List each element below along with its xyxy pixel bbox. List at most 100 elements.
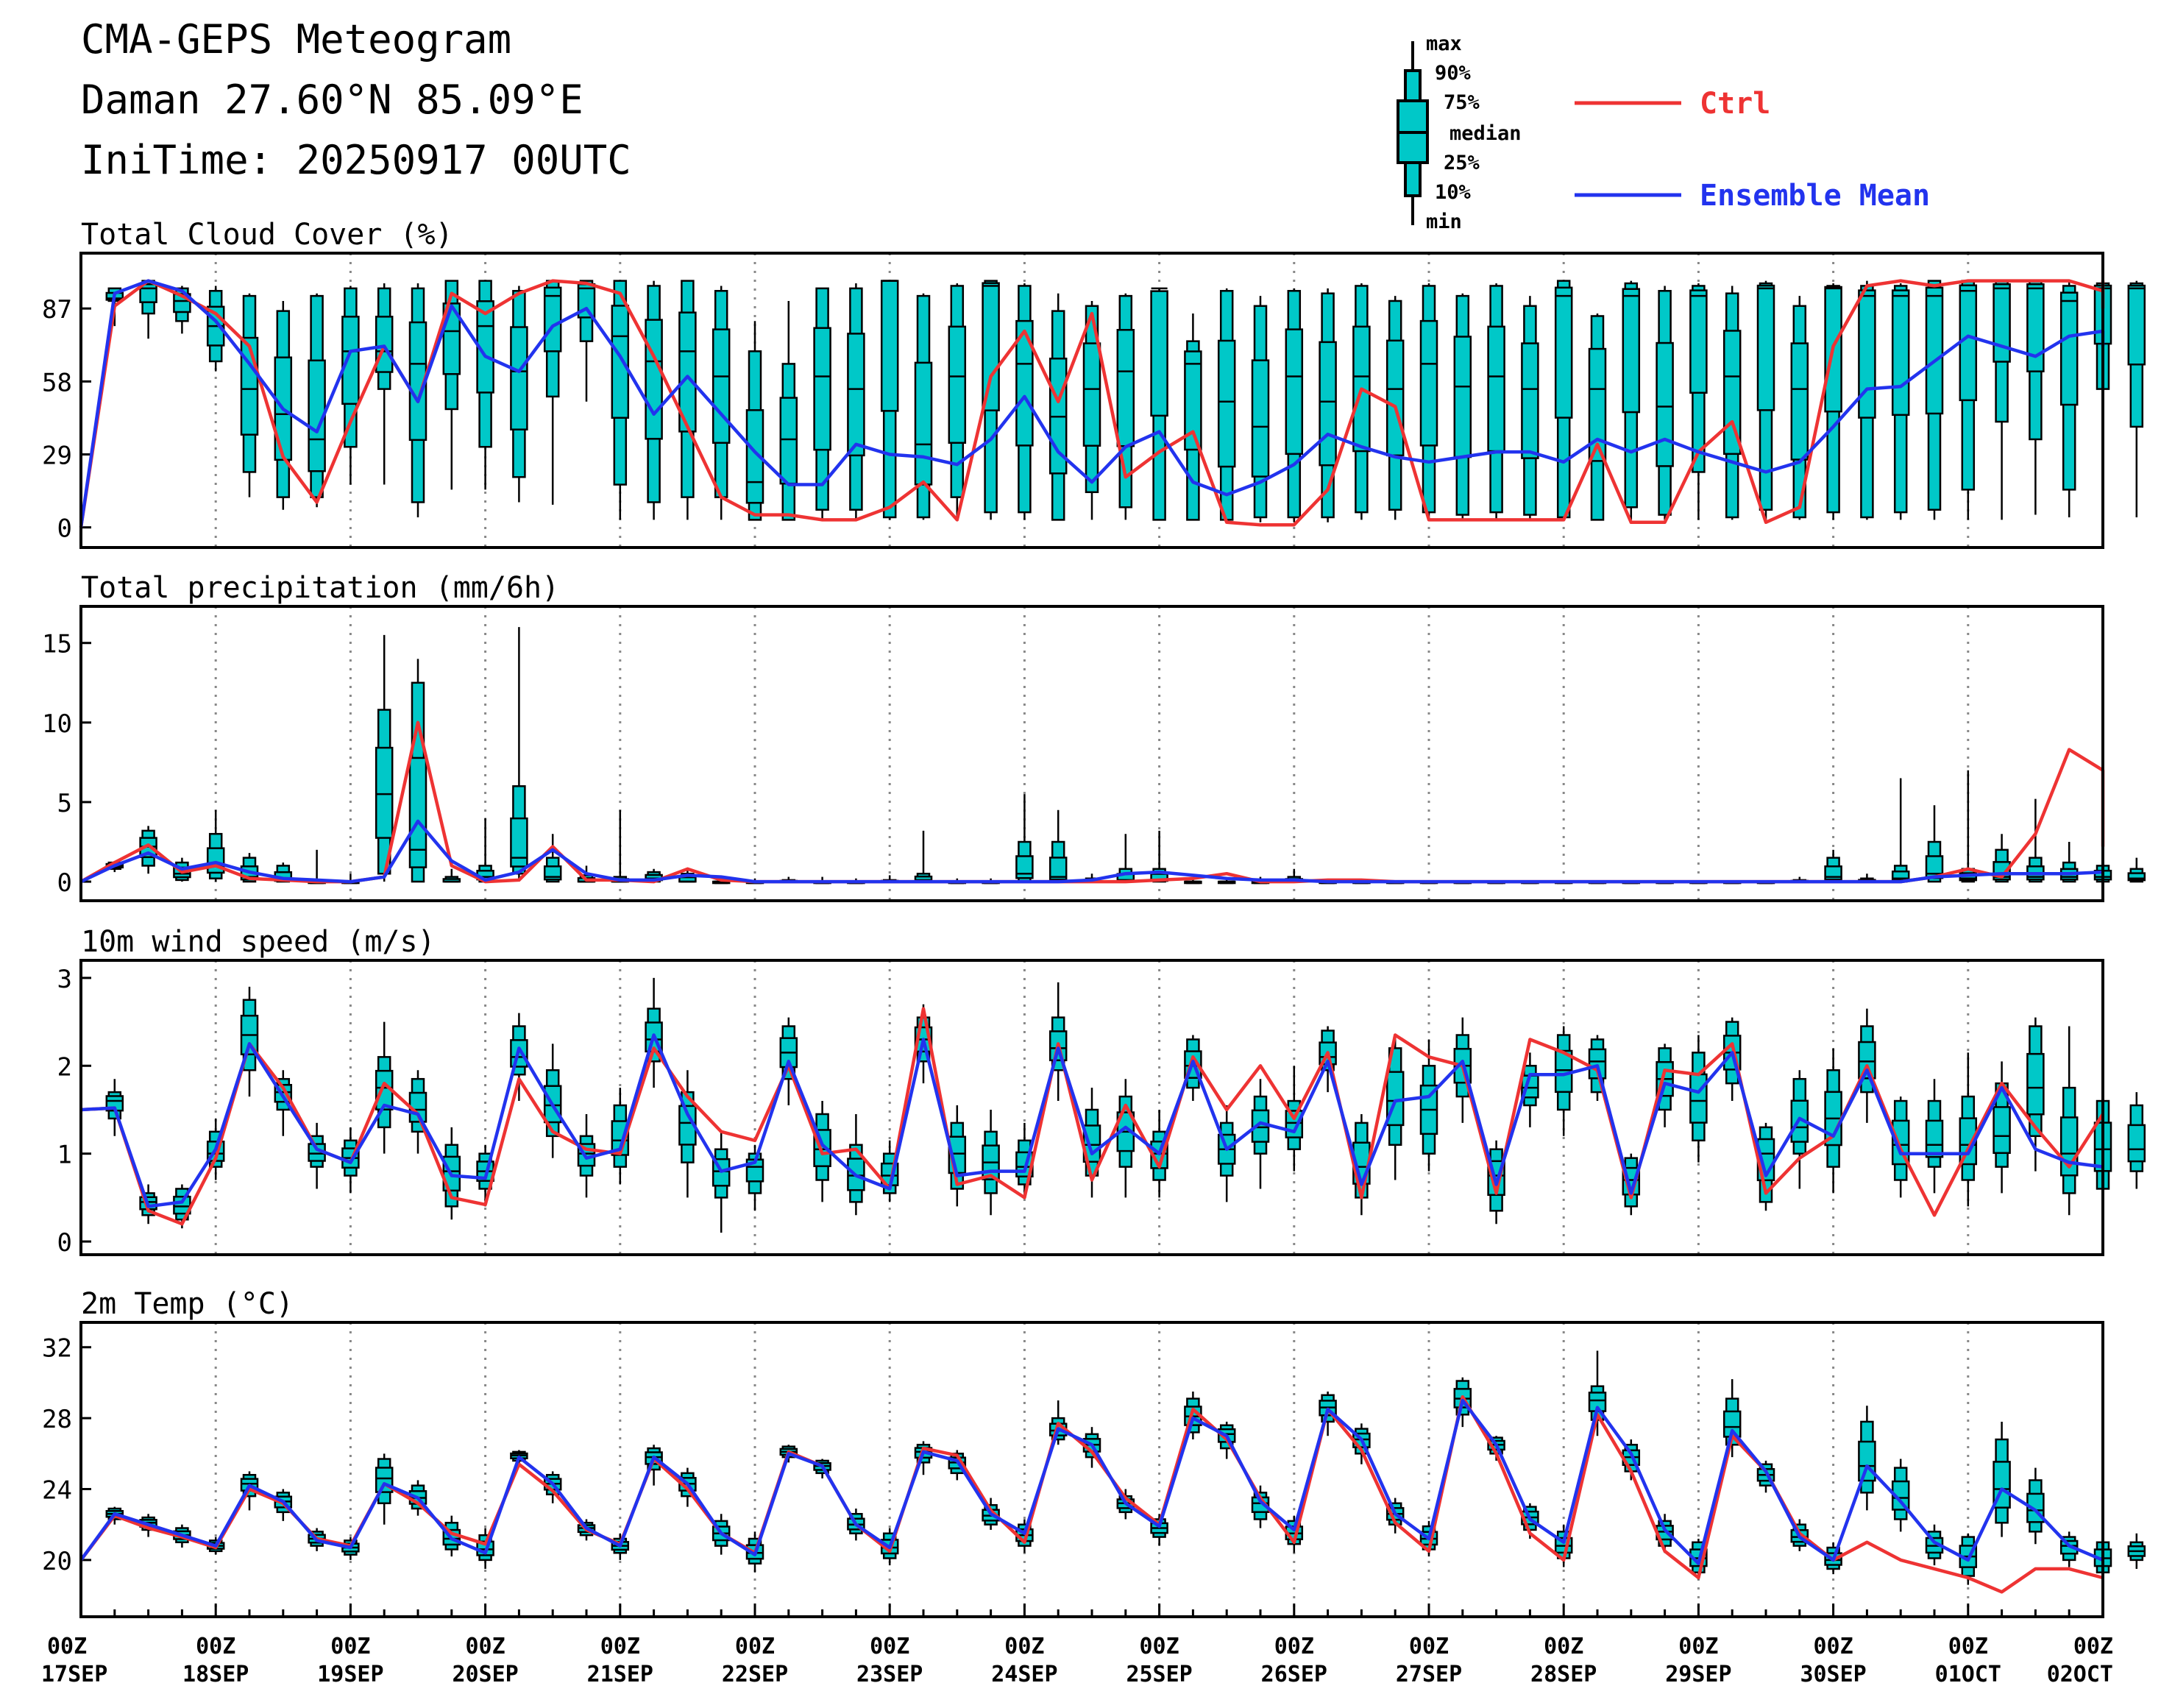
box-inner bbox=[645, 319, 663, 440]
box-glyph bbox=[1419, 283, 1438, 520]
box-inner bbox=[543, 286, 562, 352]
box-inner bbox=[1082, 342, 1101, 447]
box-inner bbox=[1959, 284, 1978, 402]
box-glyph bbox=[173, 286, 191, 334]
box-glyph bbox=[847, 283, 865, 520]
y-tick-label: 58 bbox=[42, 368, 72, 397]
x-date-label: 01OCT bbox=[1935, 1662, 2001, 1687]
box-glyph bbox=[476, 818, 494, 883]
box-glyph bbox=[1891, 1459, 1910, 1532]
box-glyph bbox=[1319, 288, 1337, 522]
box-glyph bbox=[1959, 280, 1978, 520]
legend-label-p10: 10% bbox=[1435, 181, 1472, 204]
x-date-label: 18SEP bbox=[182, 1662, 249, 1687]
box-glyph bbox=[914, 293, 933, 520]
box-glyph bbox=[408, 283, 427, 517]
box-glyph bbox=[745, 321, 764, 521]
panel-title: 10m wind speed (m/s) bbox=[81, 925, 436, 959]
x-date-label: 27SEP bbox=[1396, 1662, 1462, 1687]
box-glyph bbox=[678, 280, 697, 520]
box-glyph bbox=[308, 849, 326, 885]
box-glyph bbox=[2127, 280, 2146, 517]
box-glyph bbox=[442, 868, 461, 883]
legend-label-p90: 90% bbox=[1435, 62, 1472, 85]
box-glyph bbox=[577, 280, 596, 402]
box-inner bbox=[1790, 342, 1809, 461]
x-hour-label: 00Z bbox=[735, 1634, 775, 1659]
box-glyph bbox=[1993, 1061, 2011, 1194]
box-inner bbox=[1622, 288, 1641, 414]
box-glyph bbox=[543, 1043, 562, 1158]
box-glyph bbox=[1015, 1122, 1034, 1198]
box-glyph bbox=[308, 1122, 326, 1189]
box-glyph bbox=[308, 293, 326, 508]
box-glyph bbox=[1622, 280, 1641, 520]
box-glyph bbox=[2127, 1533, 2146, 1569]
box-glyph bbox=[1285, 288, 1304, 522]
box-inner bbox=[341, 316, 360, 405]
x-hour-label: 00Z bbox=[1544, 1634, 1583, 1659]
y-tick-label: 5 bbox=[57, 789, 72, 818]
box-glyph bbox=[240, 293, 259, 497]
box-inner bbox=[1756, 284, 1775, 411]
box-glyph bbox=[1521, 1052, 1539, 1127]
x-hour-label: 00Z bbox=[196, 1634, 235, 1659]
ctrl-series-line bbox=[79, 279, 2105, 528]
box-glyph bbox=[1689, 1035, 1708, 1163]
box-glyph bbox=[476, 280, 494, 490]
box-glyph bbox=[1959, 770, 1978, 883]
box-glyph bbox=[1048, 982, 1068, 1102]
x-date-label: 30SEP bbox=[1800, 1662, 1866, 1687]
box-glyph bbox=[375, 283, 394, 485]
y-tick-label: 2 bbox=[57, 1052, 72, 1082]
box-glyph bbox=[1656, 286, 1674, 520]
box-inner bbox=[712, 328, 731, 444]
box-inner bbox=[1689, 1073, 1708, 1124]
box-glyph bbox=[1251, 296, 1270, 522]
box-glyph bbox=[543, 834, 562, 883]
box-glyph bbox=[1184, 313, 1202, 521]
box-glyph bbox=[1722, 286, 1742, 520]
box-inner bbox=[1285, 1110, 1304, 1138]
legend-label-median: median bbox=[1449, 122, 1522, 145]
box-inner bbox=[1656, 341, 1674, 467]
box-glyph bbox=[1015, 794, 1034, 883]
box-inner bbox=[1217, 339, 1236, 468]
box-glyph bbox=[1858, 1406, 1876, 1511]
box-inner bbox=[1048, 857, 1068, 881]
box-glyph bbox=[1722, 1379, 1742, 1458]
box-inner bbox=[847, 333, 865, 457]
x-axis: 00Z 17SEP 00Z 18SEP 00Z 19SEP 00Z 20SEP 00Z 21SEP… bbox=[41, 1604, 2113, 1687]
location-label: Daman 27.60°N 85.09°E bbox=[81, 77, 583, 123]
box-glyph bbox=[948, 283, 967, 520]
x-hour-label: 00Z bbox=[1140, 1634, 1179, 1659]
box-inner bbox=[1722, 330, 1742, 456]
box-glyph bbox=[712, 1131, 731, 1233]
box-inner bbox=[1015, 855, 1034, 879]
box-inner bbox=[1453, 336, 1472, 458]
box-glyph bbox=[1959, 1052, 1978, 1207]
box-glyph bbox=[1521, 296, 1539, 520]
box-glyph bbox=[510, 627, 528, 882]
box-inner bbox=[2127, 1124, 2146, 1163]
panel-1: Total Cloud Cover (%) 0 29 58 87 bbox=[42, 218, 2146, 549]
box-inner bbox=[1925, 286, 1944, 415]
box-inner bbox=[678, 311, 697, 433]
y-tick-label: 29 bbox=[42, 442, 72, 471]
panel-title: Total precipitation (mm/6h) bbox=[81, 571, 559, 605]
box-glyph bbox=[611, 809, 630, 883]
x-hour-label: 00Z bbox=[1004, 1634, 1044, 1659]
x-date-label: 23SEP bbox=[856, 1662, 923, 1687]
box-glyph bbox=[1858, 280, 1876, 520]
box-glyph bbox=[274, 300, 293, 510]
box-glyph bbox=[1217, 878, 1236, 885]
box-inner bbox=[1689, 289, 1708, 394]
box-glyph bbox=[1217, 288, 1236, 522]
box-inner bbox=[745, 409, 764, 504]
x-date-label: 29SEP bbox=[1665, 1662, 1731, 1687]
box-inner bbox=[510, 817, 528, 868]
legend-mean-label: Ensemble Mean bbox=[1700, 179, 1930, 213]
x-hour-label: 00Z bbox=[1948, 1634, 1988, 1659]
box-inner bbox=[1925, 1119, 1944, 1158]
box-glyph bbox=[880, 280, 899, 520]
